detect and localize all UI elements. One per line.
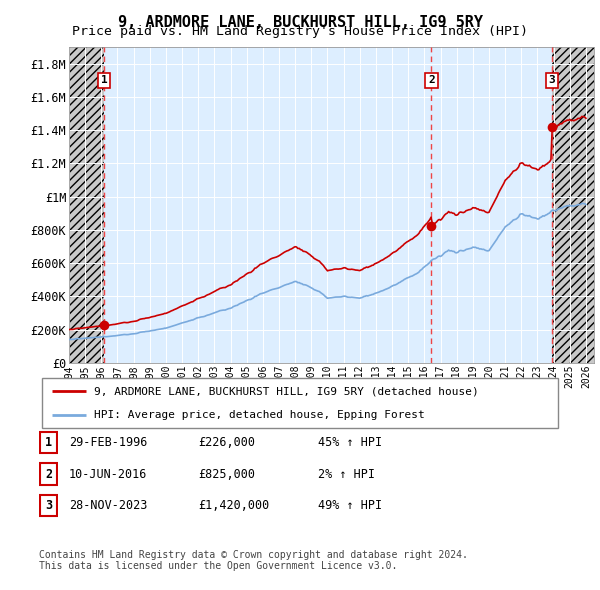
Text: Contains HM Land Registry data © Crown copyright and database right 2024.
This d: Contains HM Land Registry data © Crown c…	[39, 550, 468, 572]
Text: 9, ARDMORE LANE, BUCKHURST HILL, IG9 5RY (detached house): 9, ARDMORE LANE, BUCKHURST HILL, IG9 5RY…	[94, 386, 478, 396]
Bar	[69, 47, 104, 363]
Text: 1: 1	[101, 76, 107, 86]
Text: £226,000: £226,000	[198, 436, 255, 450]
Text: £1,420,000: £1,420,000	[198, 499, 269, 512]
Text: 10-JUN-2016: 10-JUN-2016	[69, 467, 148, 481]
Text: £825,000: £825,000	[198, 467, 255, 481]
Text: 3: 3	[549, 76, 556, 86]
FancyBboxPatch shape	[40, 494, 57, 516]
Text: 45% ↑ HPI: 45% ↑ HPI	[318, 436, 382, 450]
Bar	[552, 47, 594, 363]
FancyBboxPatch shape	[40, 432, 57, 454]
Text: 28-NOV-2023: 28-NOV-2023	[69, 499, 148, 512]
Text: Price paid vs. HM Land Registry's House Price Index (HPI): Price paid vs. HM Land Registry's House …	[72, 25, 528, 38]
Text: 2: 2	[428, 76, 435, 86]
Text: 49% ↑ HPI: 49% ↑ HPI	[318, 499, 382, 512]
FancyBboxPatch shape	[42, 378, 558, 428]
Text: HPI: Average price, detached house, Epping Forest: HPI: Average price, detached house, Eppi…	[94, 410, 424, 420]
Text: 3: 3	[45, 499, 52, 512]
Text: 2: 2	[45, 467, 52, 481]
Text: 29-FEB-1996: 29-FEB-1996	[69, 436, 148, 450]
FancyBboxPatch shape	[40, 463, 57, 485]
Text: 1: 1	[45, 436, 52, 450]
Text: 9, ARDMORE LANE, BUCKHURST HILL, IG9 5RY: 9, ARDMORE LANE, BUCKHURST HILL, IG9 5RY	[118, 15, 482, 30]
Text: 2% ↑ HPI: 2% ↑ HPI	[318, 467, 375, 481]
